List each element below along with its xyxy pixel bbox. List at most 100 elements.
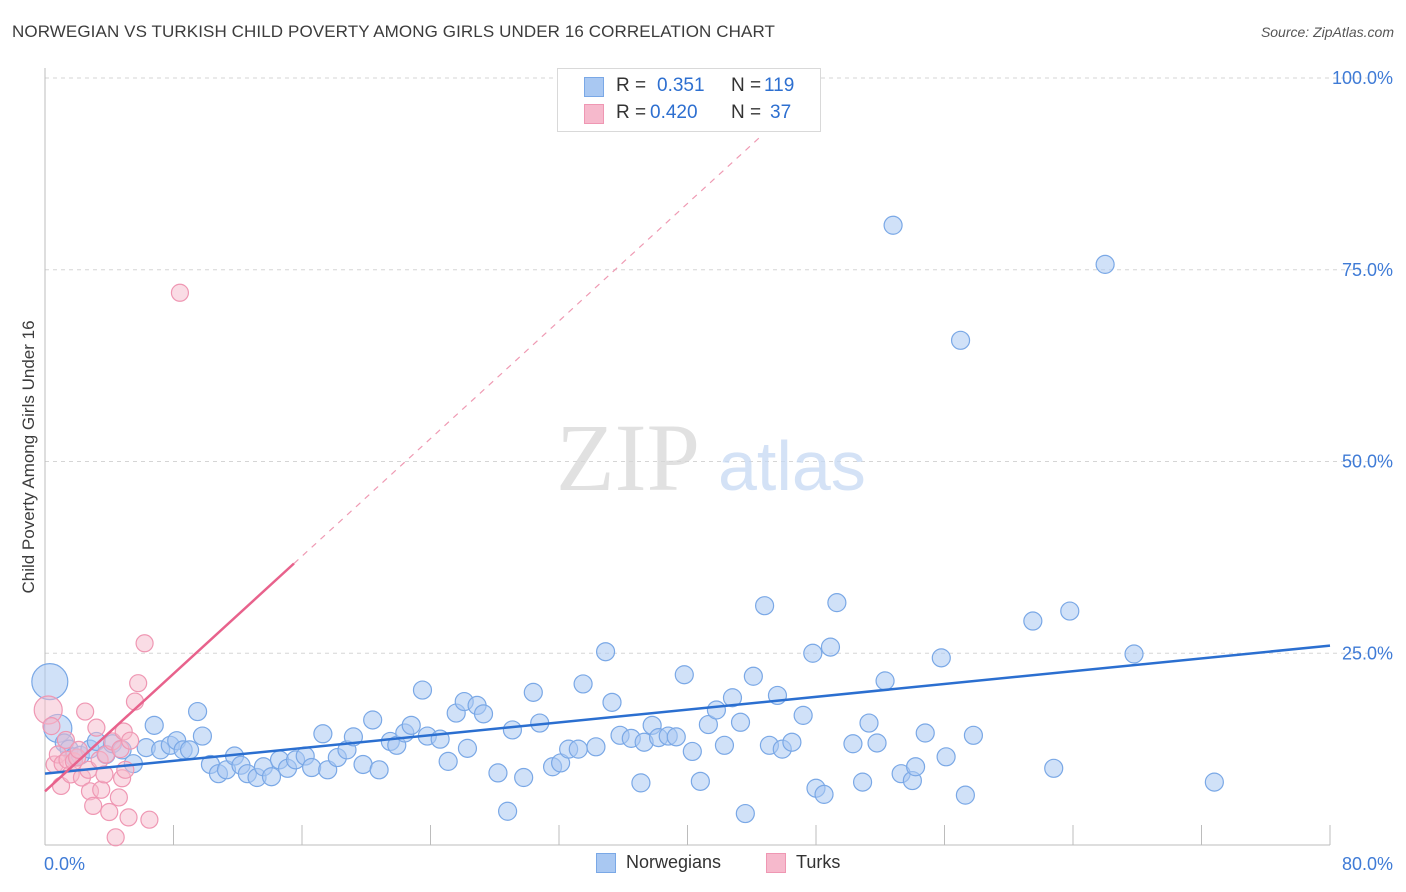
series-label-norwegians: Norwegians bbox=[626, 852, 722, 872]
legend-n-label: N = bbox=[731, 102, 762, 123]
turks-trend-dashed bbox=[293, 136, 761, 564]
turks-point bbox=[87, 718, 106, 737]
turks-point bbox=[84, 796, 103, 815]
turks-swatch bbox=[584, 104, 604, 124]
x-tick-labels: 0.0% 80.0% bbox=[44, 854, 1393, 874]
gridlines bbox=[45, 77, 1370, 654]
trendlines bbox=[44, 562, 1331, 793]
norwegians-point bbox=[1095, 254, 1115, 274]
norwegians-point bbox=[631, 773, 651, 793]
x-tick-label: 0.0% bbox=[44, 854, 85, 874]
norwegians-point bbox=[144, 715, 164, 735]
norwegians-point bbox=[261, 767, 282, 787]
norwegians-point bbox=[735, 803, 755, 824]
norwegians-point bbox=[782, 732, 802, 752]
legend-r-label: R = bbox=[616, 75, 647, 96]
norwegians-point bbox=[302, 757, 322, 778]
norwegians-point bbox=[1060, 601, 1080, 621]
turks-trendline bbox=[44, 562, 295, 793]
norwegians-point bbox=[674, 665, 694, 685]
turks-point bbox=[140, 810, 159, 829]
turks-swatch bbox=[766, 853, 786, 873]
norwegians-trendline bbox=[44, 644, 1331, 775]
norwegians-point bbox=[523, 682, 543, 702]
norwegians-point bbox=[931, 648, 951, 668]
norwegians-point bbox=[722, 688, 743, 708]
turks-point bbox=[129, 674, 148, 693]
norwegians-swatch bbox=[596, 853, 616, 873]
y-tick-labels: 25.0% 50.0% 75.0% 100.0% bbox=[1332, 68, 1393, 663]
norwegians-point bbox=[187, 701, 208, 722]
norwegians-point bbox=[1044, 758, 1064, 778]
norwegians-point bbox=[963, 725, 984, 745]
chart-title: NORWEGIAN VS TURKISH CHILD POVERTY AMONG… bbox=[12, 22, 776, 41]
y-axis-label: Child Poverty Among Girls Under 16 bbox=[19, 320, 38, 593]
norwegians-point bbox=[950, 330, 971, 350]
norwegians-point bbox=[883, 215, 903, 235]
legend-n-value: 119 bbox=[764, 75, 795, 96]
norwegians-point bbox=[803, 643, 823, 663]
turks-trend-extension bbox=[293, 136, 761, 564]
norwegians-point bbox=[179, 740, 200, 760]
norwegians-point bbox=[514, 767, 534, 788]
turks-point bbox=[135, 634, 154, 653]
x-tick-label: 80.0% bbox=[1342, 854, 1393, 874]
norwegians-point bbox=[31, 663, 69, 701]
norwegians-point bbox=[915, 723, 935, 743]
norwegians-point bbox=[192, 726, 213, 746]
norwegians-point bbox=[714, 735, 735, 755]
norwegians-point bbox=[498, 801, 518, 821]
norwegians-point bbox=[682, 741, 702, 762]
norwegians-point bbox=[401, 715, 421, 735]
legend-r-value: 0.420 bbox=[650, 102, 698, 123]
norwegians-point bbox=[875, 671, 895, 691]
y-tick-label: 25.0% bbox=[1342, 643, 1393, 663]
norwegians-point bbox=[412, 680, 433, 700]
norwegians-point bbox=[573, 674, 593, 694]
norwegians-point bbox=[602, 692, 622, 712]
norwegians-point bbox=[1204, 772, 1224, 792]
turks-point bbox=[106, 828, 125, 847]
turks-point bbox=[121, 731, 140, 750]
legend-r-label: R = bbox=[616, 102, 647, 123]
norwegians-point bbox=[586, 737, 606, 757]
watermark-atlas: atlas bbox=[718, 427, 866, 505]
turks-point bbox=[92, 780, 111, 799]
norwegians-point bbox=[473, 704, 494, 724]
y-tick-label: 75.0% bbox=[1342, 260, 1393, 280]
norwegians-point bbox=[1124, 644, 1144, 664]
norwegians-point bbox=[353, 754, 373, 775]
turks-point bbox=[56, 730, 75, 750]
legend-n-value: 37 bbox=[770, 102, 792, 123]
norwegians-point bbox=[666, 727, 686, 747]
norwegians-point bbox=[568, 739, 588, 759]
watermark-zip: ZIP bbox=[556, 404, 700, 511]
norwegians-point bbox=[313, 724, 333, 744]
turks-point bbox=[100, 802, 119, 822]
y-tick-label: 100.0% bbox=[1332, 68, 1393, 88]
norwegians-point bbox=[820, 637, 841, 657]
norwegians-point bbox=[369, 760, 389, 780]
norwegians-point bbox=[730, 712, 751, 732]
turks-point bbox=[109, 788, 128, 807]
turks-point bbox=[69, 740, 88, 759]
turks-point bbox=[170, 283, 190, 302]
norwegians-swatch bbox=[584, 77, 604, 97]
norwegians-point bbox=[595, 642, 616, 662]
norwegians-point bbox=[852, 772, 873, 792]
turks-point bbox=[42, 717, 61, 736]
norwegians-point bbox=[843, 734, 863, 754]
norwegians-point bbox=[488, 763, 508, 783]
y-tick-label: 50.0% bbox=[1342, 452, 1393, 472]
norwegians-point bbox=[905, 757, 926, 777]
norwegians-point bbox=[690, 771, 710, 791]
norwegians-point bbox=[827, 593, 847, 613]
legend-r-value: 0.351 bbox=[657, 75, 705, 96]
series-label-turks: Turks bbox=[796, 852, 841, 872]
source-label: Source: ZipAtlas.com bbox=[1260, 24, 1394, 40]
norwegians-point bbox=[457, 738, 478, 758]
stats-legend: R = 0.351 N = 119 R = 0.420 N = 37 bbox=[557, 68, 821, 132]
norwegians-points bbox=[31, 215, 1224, 824]
norwegians-point bbox=[814, 784, 834, 804]
